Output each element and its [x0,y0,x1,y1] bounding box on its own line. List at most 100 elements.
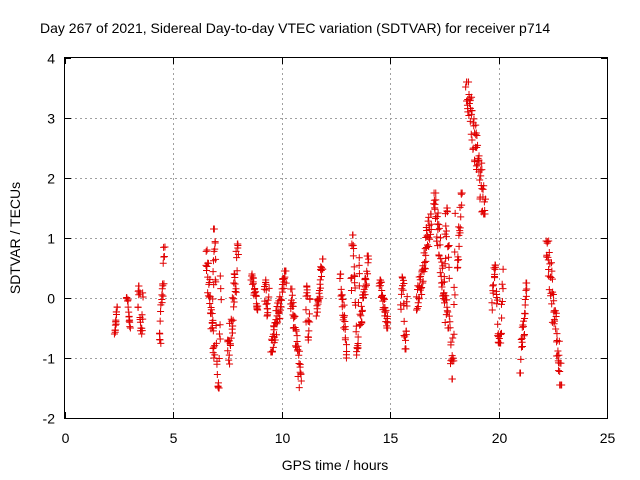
data-point [207,306,215,314]
data-point [545,237,553,245]
data-point [354,333,362,341]
data-point [354,299,362,307]
data-point [414,303,422,311]
data-point [402,336,410,344]
data-point [361,291,369,299]
data-point [499,265,507,273]
data-point [347,287,355,295]
data-point [204,259,212,267]
data-point [475,152,483,160]
data-point [381,295,389,303]
data-point [112,318,120,326]
data-point [450,357,458,365]
data-point [435,221,443,229]
data-point [351,272,359,280]
data-point [457,213,465,221]
data-point [427,210,435,218]
data-point [547,274,555,282]
data-point [338,303,346,311]
data-point [431,200,439,208]
data-point [421,265,429,273]
data-point [482,195,490,203]
data-point [352,328,360,336]
data-point [438,258,446,266]
data-point [472,131,480,139]
x-tick-label: 25 [600,430,616,446]
data-point [400,317,408,325]
data-point [355,270,363,278]
data-point [347,274,355,282]
data-point [554,367,562,375]
data-point [548,267,556,275]
data-point [455,242,463,250]
data-point [209,345,217,353]
x-axis-label: GPS time / hours [282,457,389,473]
data-point [425,234,433,242]
data-point [403,302,411,310]
data-point [364,270,372,278]
data-point [446,318,454,326]
data-point [456,229,464,237]
x-tick-label: 10 [275,430,291,446]
data-point [226,360,234,368]
data-point [350,263,358,271]
x-tick-label: 0 [62,430,70,446]
data-point [488,306,496,314]
data-point [160,253,168,261]
plot-frame [64,57,608,419]
data-point [337,270,345,278]
data-point [519,342,527,350]
data-point [269,330,277,338]
data-point [213,371,221,379]
data-point [427,220,435,228]
data-point [295,359,303,367]
data-point [113,303,121,311]
data-point [112,308,120,316]
data-point [157,307,165,315]
data-point [521,315,529,323]
data-point [494,320,502,328]
data-point [215,384,223,392]
x-tick-label: 15 [383,430,399,446]
data-point [518,343,526,351]
data-point [451,291,459,299]
data-point [203,246,211,254]
data-point [545,265,553,273]
data-point [455,223,463,231]
data-point [552,325,560,333]
data-point [276,314,284,322]
data-point [480,182,488,190]
data-point [209,327,217,335]
data-point [417,273,425,281]
data-point [378,286,386,294]
data-point [444,242,452,250]
data-point [292,327,300,335]
data-point [339,295,347,303]
data-points [110,78,566,392]
data-point [355,282,363,290]
data-point [550,297,558,305]
data-point [382,306,390,314]
data-point [402,327,410,335]
data-point [478,166,486,174]
data-point [497,329,505,337]
data-point [317,284,325,292]
y-tick-label: 0 [47,291,55,307]
data-point [474,141,482,149]
data-point [251,285,259,293]
data-point [523,285,531,293]
x-tick-label: 20 [492,430,508,446]
data-point [277,295,285,303]
data-point [289,302,297,310]
data-point [318,273,326,280]
data-point [458,189,466,197]
data-point [351,279,359,287]
data-point [445,242,453,250]
data-point [294,346,302,354]
data-point [302,306,310,314]
data-point [280,284,288,292]
data-point [476,176,484,184]
data-point [230,279,238,287]
data-point [441,318,449,326]
data-point [225,351,233,359]
